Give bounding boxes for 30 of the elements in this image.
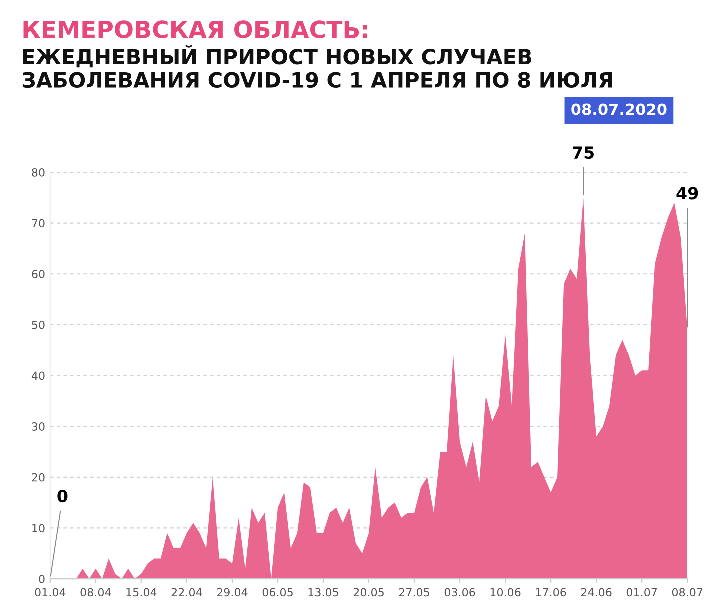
data-label: 75: [573, 146, 594, 160]
y-tick-label: 10: [32, 524, 45, 533]
x-tick-label: 10.06: [490, 588, 521, 597]
x-tick-label: 22.04: [172, 588, 202, 597]
x-tick-label: 08.04: [80, 588, 112, 597]
data-label: 0: [58, 490, 68, 503]
y-tick-label: 70: [32, 219, 45, 228]
y-tick-label: 40: [32, 372, 45, 380]
x-tick-label: 06.05: [262, 588, 293, 597]
x-tick-label: 08.07: [672, 588, 703, 597]
data-label: 49: [676, 187, 698, 200]
y-tick-label: 50: [32, 320, 45, 330]
chart-title: КЕМЕРОВСКАЯ ОБЛАСТЬ:: [24, 20, 368, 39]
x-tick-label: 29.04: [217, 588, 248, 597]
x-tick-label: 20.05: [354, 588, 384, 597]
text: 08.07.2020: [572, 104, 667, 116]
x-tick-label: 03.06: [444, 588, 476, 597]
x-tick-label: 15.04: [126, 588, 157, 597]
x-tick-label: 24.06: [581, 588, 612, 597]
x-tick-label: 17.06: [536, 588, 566, 597]
x-tick-label: 27.05: [399, 588, 430, 597]
y-tick-label: 20: [32, 473, 45, 482]
y-tick-label: 60: [32, 270, 45, 278]
y-tick-label: 30: [32, 422, 45, 431]
y-tick-label: 0: [39, 575, 45, 584]
x-tick-label: 01.07: [626, 588, 658, 597]
x-tick-label: 01.04: [35, 588, 66, 597]
y-tick-label: 80: [32, 168, 45, 177]
x-tick-label: 13.05: [308, 588, 338, 597]
chart-subtitle: ЕЖЕДНЕВНЫЙ ПРИРОСТ НОВЫХ СЛУЧАЕВ ЗАБОЛЕВАНИЯ COVID-19 С 1 АПРЕЛЯ ПО 8 ИЮЛЯ: [22, 45, 612, 88]
